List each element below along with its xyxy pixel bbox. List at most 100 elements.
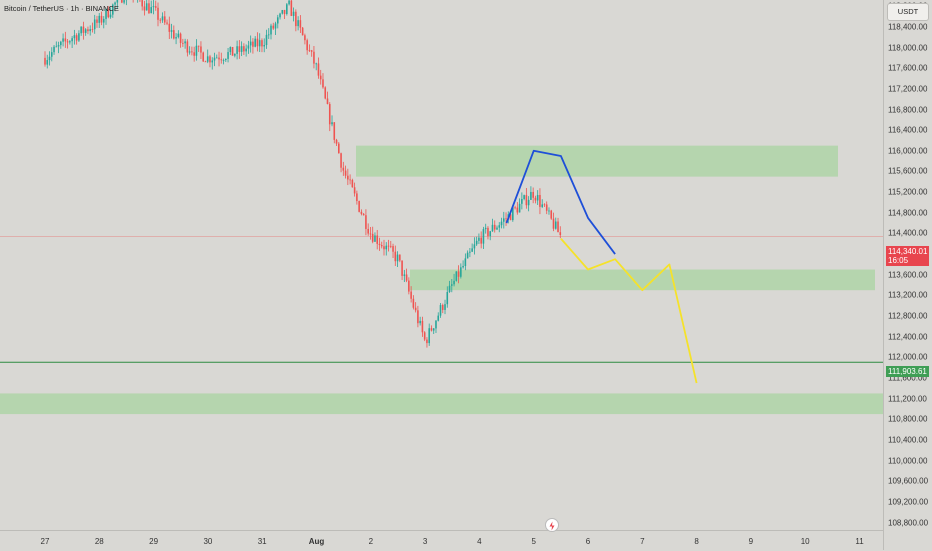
candle-body	[198, 46, 200, 47]
candle-body	[361, 212, 363, 214]
candle-body	[101, 16, 103, 23]
price-tick: 110,800.00	[888, 415, 927, 424]
candle-body	[270, 26, 272, 35]
price-tick: 114,800.00	[888, 208, 927, 217]
zone-0	[356, 146, 838, 177]
candle-body	[257, 39, 259, 47]
candle-body	[121, 0, 123, 3]
candle-body	[462, 266, 464, 267]
candle-body	[379, 244, 381, 245]
candle-body	[148, 3, 150, 13]
candle-body	[503, 218, 505, 221]
candle-body	[266, 35, 268, 45]
candle-body	[388, 246, 390, 247]
candle-body	[376, 235, 378, 243]
time-tick: 31	[258, 537, 267, 546]
candle-body	[345, 171, 347, 176]
candle-body	[182, 43, 184, 44]
candle-body	[422, 321, 424, 332]
candle-body	[83, 27, 85, 33]
chart-area[interactable]: Bitcoin / TetherUS · 1h · BINANCE	[0, 0, 883, 530]
candle-body	[370, 234, 372, 235]
candle-body	[243, 46, 245, 51]
candle-body	[383, 246, 385, 249]
candle-body	[535, 198, 537, 201]
candle-body	[58, 45, 60, 46]
candle-body	[333, 122, 335, 140]
price-axis[interactable]: 118,800.00118,400.00118,000.00117,600.00…	[883, 0, 932, 550]
candle-body	[324, 87, 326, 98]
candle-body	[80, 27, 82, 34]
candle-body	[437, 316, 439, 321]
candle-body	[200, 46, 202, 52]
candle-body	[544, 204, 546, 205]
candle-body	[519, 204, 521, 213]
candle-body	[410, 292, 412, 299]
currency-button[interactable]: USDT	[887, 3, 929, 21]
time-tick: Aug	[309, 537, 325, 546]
candle-body	[275, 23, 277, 28]
candle-body	[248, 45, 250, 48]
candle-body	[372, 234, 374, 242]
candle-body	[74, 35, 76, 38]
chart-svg[interactable]	[0, 0, 883, 530]
candle-body	[365, 215, 367, 229]
candle-body	[451, 284, 453, 285]
candle-body	[218, 58, 220, 60]
candle-body	[426, 340, 428, 344]
candle-body	[284, 10, 286, 14]
candle-body	[548, 211, 550, 212]
price-tick: 118,000.00	[888, 43, 927, 52]
candle-body	[537, 195, 539, 200]
candle-body	[327, 98, 329, 104]
candle-body	[413, 299, 415, 308]
candle-body	[446, 292, 448, 304]
candle-body	[442, 305, 444, 310]
candle-body	[408, 281, 410, 292]
price-tick: 113,200.00	[888, 291, 927, 300]
time-tick: 7	[640, 537, 644, 546]
candle-body	[367, 229, 369, 234]
lightning-icon[interactable]	[545, 518, 559, 532]
candle-body	[259, 40, 261, 46]
candle-body	[202, 53, 204, 62]
time-tick: 28	[95, 537, 104, 546]
candle-body	[227, 52, 229, 59]
candle-body	[514, 207, 516, 208]
candle-body	[272, 26, 274, 29]
candle-body	[279, 14, 281, 18]
price-tick: 112,400.00	[888, 332, 927, 341]
candle-body	[302, 28, 304, 36]
candle-body	[306, 40, 308, 50]
candle-body	[415, 308, 417, 311]
candle-body	[220, 59, 222, 60]
candle-body	[69, 41, 71, 42]
candle-body	[234, 54, 236, 56]
price-tick: 116,800.00	[888, 105, 927, 114]
current-price-value: 114,340.01	[888, 247, 927, 256]
candle-body	[291, 1, 293, 16]
candle-body	[399, 255, 401, 261]
candle-body	[428, 328, 430, 343]
candle-body	[449, 286, 451, 292]
candle-body	[60, 42, 62, 45]
candle-body	[189, 51, 191, 52]
support-price-label: 111,903.61	[886, 366, 929, 377]
candle-body	[225, 59, 227, 60]
candle-body	[184, 41, 186, 43]
candle-body	[230, 47, 232, 52]
candle-body	[46, 60, 48, 65]
candle-body	[76, 35, 78, 40]
candle-body	[211, 60, 213, 62]
candle-body	[223, 60, 225, 61]
candle-body	[555, 222, 557, 229]
candle-body	[440, 305, 442, 316]
candle-body	[322, 79, 324, 87]
candle-body	[89, 29, 91, 31]
candle-body	[505, 218, 507, 219]
candle-body	[453, 281, 455, 284]
candle-body	[460, 267, 462, 276]
candle-body	[557, 222, 559, 233]
candle-body	[404, 274, 406, 275]
